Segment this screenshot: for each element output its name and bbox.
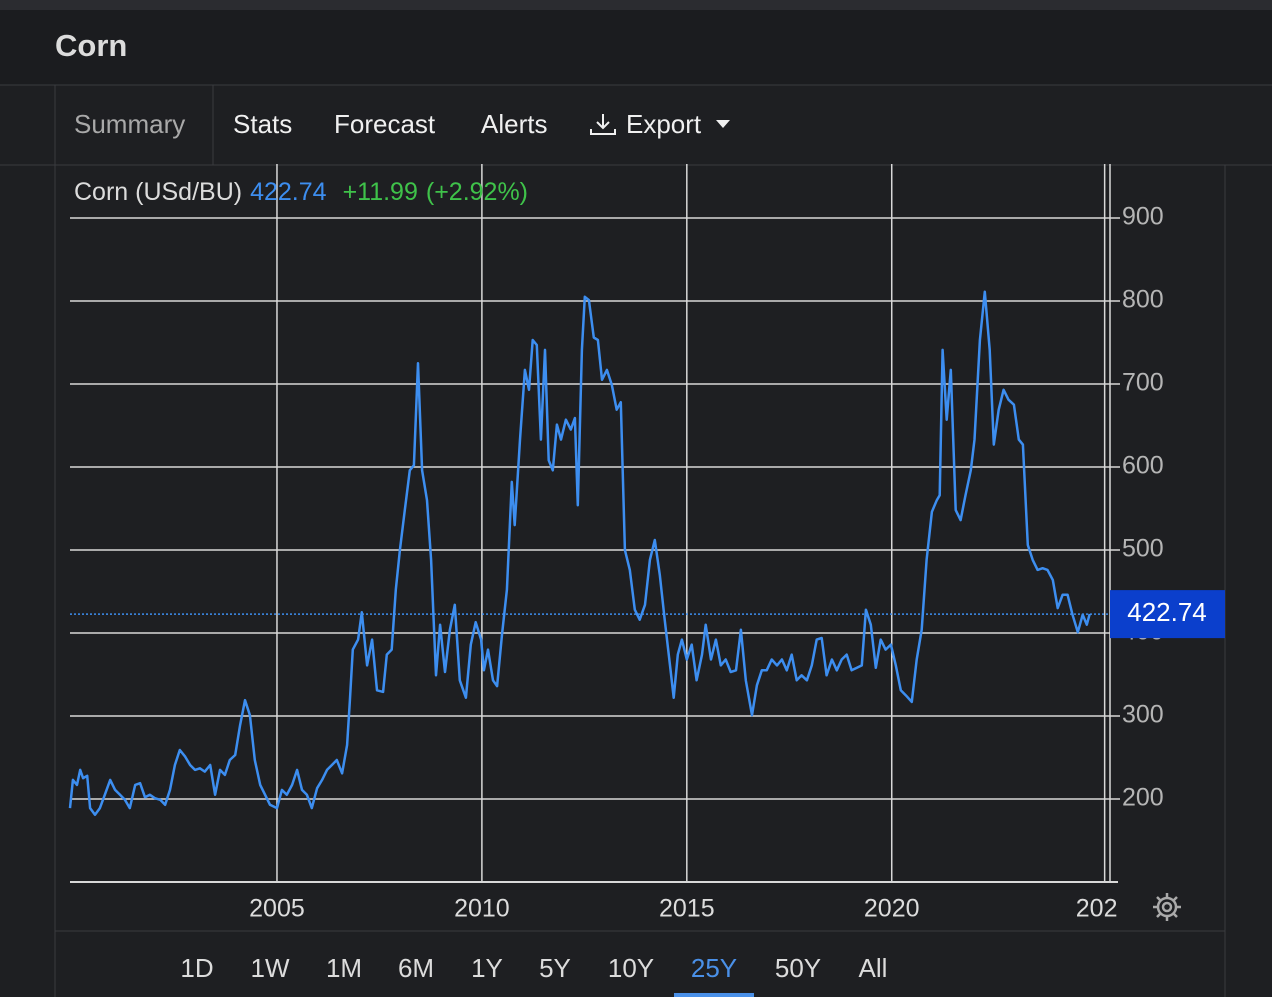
tab[interactable]: Alerts: [481, 109, 547, 139]
range-button[interactable]: 50Y: [775, 953, 821, 983]
tab[interactable]: Summary: [74, 109, 185, 139]
last-value-label: 422.74: [1127, 597, 1207, 627]
y-tick-label: 300: [1122, 701, 1164, 729]
tab[interactable]: Forecast: [334, 109, 436, 139]
range-button[interactable]: 1M: [326, 953, 362, 983]
legend: Corn (USd/BU) 422.74 +11.99 (+2.92%): [74, 178, 528, 206]
header-bar: [0, 10, 1272, 85]
x-tick-label: 2020: [864, 895, 920, 923]
range-button[interactable]: All: [859, 953, 888, 983]
top-strip: [0, 0, 1272, 10]
tab[interactable]: Export: [626, 109, 702, 139]
last-value-tag: [1110, 590, 1225, 639]
y-tick-label: 800: [1122, 286, 1164, 314]
range-button[interactable]: 6M: [398, 953, 434, 983]
dropdown-caret: [716, 120, 730, 128]
page-title: Corn: [55, 28, 127, 63]
active-underline: [674, 993, 754, 997]
legend-change: +11.99: [343, 178, 418, 206]
range-button[interactable]: 1Y: [471, 953, 503, 983]
range-button[interactable]: 1D: [180, 953, 213, 983]
plot: 2003004005006007008009002005201020152020…: [68, 164, 1225, 923]
range-button[interactable]: 25Y: [691, 953, 737, 983]
range-button[interactable]: 5Y: [539, 953, 571, 983]
legend-change-pct: (+2.92%): [426, 178, 528, 206]
x-tick-label: 2015: [659, 895, 715, 923]
legend-name: Corn (USd/BU): [74, 178, 242, 206]
x-tick-label: 2005: [249, 895, 305, 923]
export-icon: [590, 114, 616, 135]
legend-text: Corn (USd/BU) 422.74 +11.99 (+2.92%): [74, 178, 528, 206]
x-tick-label: 202: [1076, 895, 1118, 923]
y-tick-label: 900: [1122, 203, 1164, 231]
tabs: Summary Stats Forecast Alerts Export: [74, 109, 730, 139]
legend-value: 422.74: [250, 178, 327, 206]
y-tick-label: 600: [1122, 452, 1164, 480]
range-buttons: 1D 1W 1M 6M 1Y 5Y 10Y 25Y 50Y All: [180, 953, 887, 997]
x-tick-label: 2010: [454, 895, 510, 923]
price-line: [68, 290, 1091, 817]
tab[interactable]: Stats: [233, 109, 292, 139]
y-tick-label: 500: [1122, 535, 1164, 563]
settings-icon[interactable]: [1153, 893, 1181, 921]
y-tick-label: 700: [1122, 369, 1164, 397]
range-button[interactable]: 10Y: [608, 953, 654, 983]
range-button[interactable]: 1W: [251, 953, 290, 983]
y-tick-label: 200: [1122, 784, 1164, 812]
